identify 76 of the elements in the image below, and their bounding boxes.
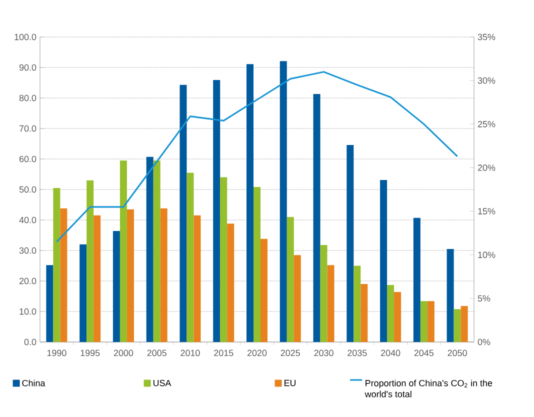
bar: [94, 215, 101, 342]
bar: [360, 284, 368, 342]
y2-tick-label: 30%: [478, 77, 496, 84]
y2-tick-label: 5%: [478, 295, 490, 302]
x-tick-label: 2000: [114, 350, 134, 356]
y-tick-label: 40.0: [19, 216, 36, 224]
bar: [420, 301, 428, 342]
legend-label: USA: [153, 380, 172, 386]
bar: [60, 208, 68, 342]
y-tick-label: 90.0: [19, 64, 36, 71]
y-tick-label: 70.0: [19, 125, 36, 132]
x-tick-label: 2045: [414, 350, 434, 356]
bar: [460, 306, 468, 342]
bar: [346, 144, 354, 342]
bar: [180, 84, 187, 342]
x-tick-label: 2040: [381, 350, 400, 356]
bar: [327, 265, 334, 342]
bar: [246, 64, 254, 342]
bar: [194, 215, 201, 342]
bar: [286, 216, 294, 342]
x-tick-label: 2030: [314, 350, 334, 356]
x-tick-label: 2050: [448, 350, 467, 356]
bar: [46, 265, 54, 342]
x-tick-label: 2025: [280, 350, 300, 356]
y2-tick-label: 0%: [478, 338, 490, 346]
bar: [313, 94, 320, 342]
bar: [120, 160, 127, 342]
legend-label: China: [22, 380, 46, 386]
y-tick-label: 60.0: [19, 156, 36, 162]
x-tick-label: 1995: [80, 350, 100, 356]
bar: [294, 255, 301, 342]
bar: [86, 180, 94, 342]
legend-label: EU: [284, 380, 296, 386]
bar: [446, 248, 454, 342]
y2-tick-label: 10%: [478, 252, 496, 258]
y2-tick-label: 15%: [478, 208, 496, 214]
bar: [427, 301, 434, 342]
y-tick-label: 100.0: [14, 34, 36, 40]
bar: [160, 208, 168, 342]
bar: [254, 187, 261, 342]
bar: [280, 61, 287, 342]
y-tick-label: 80.0: [19, 94, 36, 102]
y2-tick-label: 25%: [478, 120, 496, 128]
x-tick-label: 1990: [47, 350, 66, 356]
y-tick-label: 0.0: [24, 338, 36, 346]
bar: [260, 238, 268, 342]
bar: [213, 80, 220, 342]
x-tick-label: 2020: [247, 350, 267, 356]
x-tick-label: 2010: [180, 350, 200, 356]
bar: [220, 177, 228, 342]
y-tick-label: 10.0: [20, 308, 36, 315]
bar: [112, 230, 120, 342]
bar: [153, 160, 160, 342]
bar: [354, 266, 361, 342]
x-tick-label: 2015: [214, 350, 234, 356]
bar: [394, 292, 402, 342]
bar: [227, 224, 234, 342]
y2-tick-label: 20%: [478, 164, 496, 171]
x-tick-label: 2035: [348, 350, 367, 356]
bar: [380, 180, 388, 342]
line-series: [56, 71, 458, 243]
y-tick-label: 50.0: [19, 186, 36, 193]
bar: [413, 218, 420, 342]
y2-tick-label: 35%: [478, 34, 496, 40]
bar: [146, 156, 154, 342]
y-tick-label: 30.0: [19, 247, 36, 254]
bar: [320, 245, 328, 342]
bar: [80, 244, 87, 342]
bar: [186, 172, 194, 342]
bar: [454, 309, 461, 342]
bar: [53, 188, 60, 342]
text: Proportion of China's CO$_{2}$ in the world's total: [364, 380, 492, 398]
y-tick-label: 20.0: [19, 278, 36, 284]
bar: [126, 209, 134, 342]
x-tick-label: 2005: [147, 350, 166, 356]
bar: [387, 284, 394, 342]
